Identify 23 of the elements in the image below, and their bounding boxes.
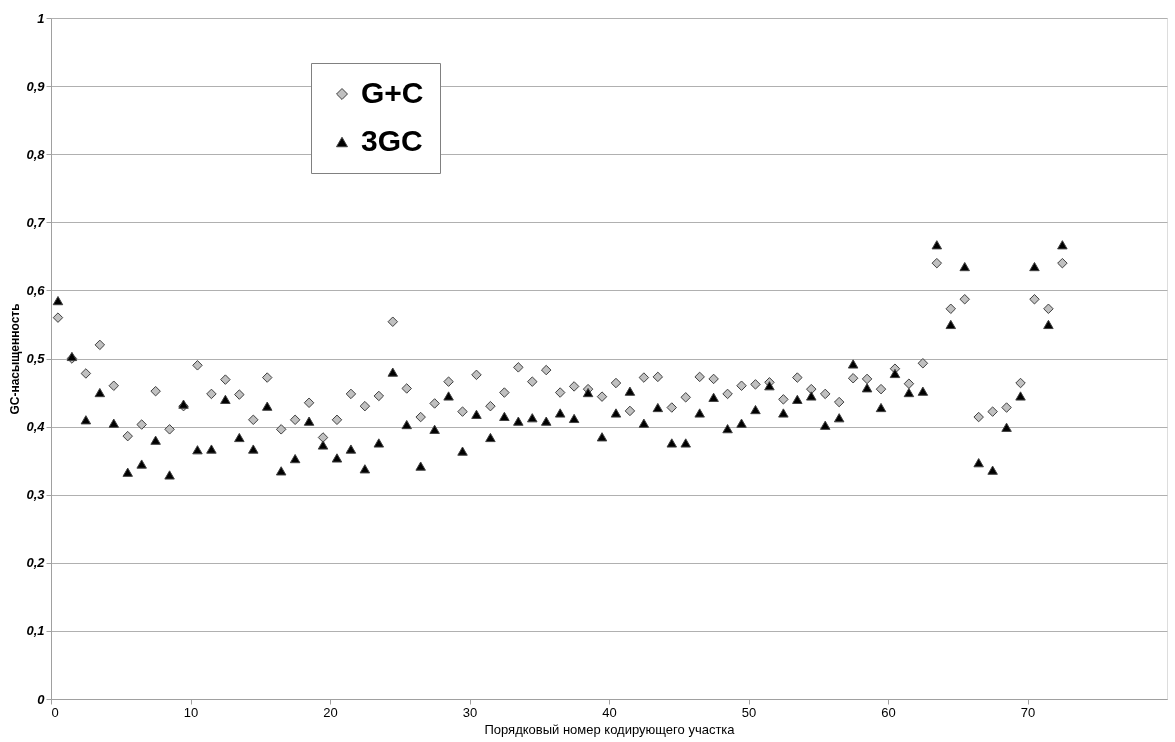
- x-tick-label: 40: [602, 704, 617, 720]
- y-tick-label: 0,1: [26, 623, 45, 639]
- x-tick-label: 0: [51, 704, 59, 720]
- x-tick-label: 60: [881, 704, 896, 720]
- x-tick-label: 50: [741, 704, 757, 720]
- y-tick-label: 0: [37, 691, 46, 707]
- y-axis-title: GC-насыщенность: [8, 303, 23, 415]
- y-tick-label: 0,2: [26, 555, 46, 571]
- x-axis-title: Порядковый номер кодирующего участка: [484, 721, 736, 737]
- y-tick-label: 0,7: [26, 214, 46, 230]
- x-tick-label: 10: [183, 704, 199, 720]
- x-tick-label: 20: [323, 704, 338, 720]
- y-tick-label: 0,4: [26, 419, 46, 435]
- legend-label: G+C: [361, 76, 424, 109]
- y-tick-label: 0,3: [26, 487, 46, 503]
- x-tick-label: 30: [462, 704, 478, 720]
- y-tick-label: 0,8: [26, 146, 46, 162]
- y-tick-label: 0,9: [26, 78, 46, 94]
- y-tick-label: 0,5: [26, 351, 46, 366]
- x-tick-label: 70: [1020, 704, 1036, 720]
- legend-label: 3GC: [361, 124, 423, 157]
- y-tick-label: 1: [37, 10, 45, 26]
- y-tick-label: 0,6: [26, 282, 46, 298]
